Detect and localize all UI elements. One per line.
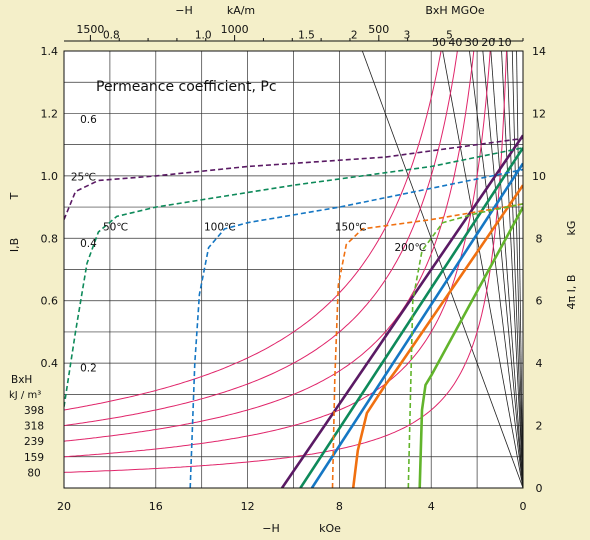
bh-mgoe-tick: 30	[465, 36, 479, 49]
series-group	[331, 184, 523, 488]
normal-curve	[418, 206, 523, 488]
y-left-tick-label: 1.0	[41, 170, 59, 183]
series-group	[407, 203, 523, 488]
normal-curve	[310, 162, 523, 488]
top-axis-label-unit: kA/m	[227, 4, 255, 17]
y-right-tick-label: 6	[536, 295, 543, 308]
bh-mgoe-tick: 40	[448, 36, 462, 49]
plot-frame	[63, 35, 524, 489]
permeance-label: 0.8	[103, 30, 120, 42]
bh-mgoe-label: BxH MGOe	[425, 4, 484, 17]
permeance-line	[501, 51, 523, 488]
permeance-label: 0.6	[80, 114, 97, 126]
y-right-tick-label: 14	[532, 45, 546, 58]
normal-curve	[280, 134, 523, 488]
top-axis-label-sign: −H	[175, 4, 193, 17]
series-group	[64, 134, 523, 488]
intrinsic-curve	[331, 203, 523, 488]
bh-mgoe-tick: 20	[481, 36, 495, 49]
y-right-tick-label: 4	[536, 357, 543, 370]
permeance-line	[490, 51, 523, 488]
axis-labels: 0.2 0.4 0.6 0.8 1.0 1.5 2 3 5 25℃ 50℃ 100℃ 150℃ 200℃ 2…	[8, 4, 578, 535]
temperature-label: 200℃	[394, 242, 426, 254]
bh-kj-label: BxH	[11, 374, 32, 386]
y-right-tick-label: 8	[536, 232, 543, 245]
y-right-unit: kG	[565, 221, 578, 236]
bh-kj-tick: 318	[24, 421, 44, 433]
permeance-label: 3	[404, 30, 411, 42]
x-axis-label-unit: kOe	[319, 522, 341, 535]
permeance-label: 0.4	[80, 238, 97, 250]
temperature-curves	[64, 134, 523, 488]
intrinsic-curve	[64, 147, 523, 407]
top-tick-label: 500	[368, 23, 389, 36]
permeance-line	[442, 51, 523, 488]
energy-product-curve	[64, 51, 458, 427]
y-left-tick-label: 0.4	[41, 357, 59, 370]
y-left-tick-label: 1.2	[41, 107, 59, 120]
grid	[63, 50, 524, 489]
x-tick-label: 12	[241, 500, 255, 513]
permeance-label: 0.2	[80, 363, 97, 375]
bh-mgoe-tick: 10	[498, 36, 512, 49]
intrinsic-curve	[407, 203, 523, 488]
bh-kj-unit: kJ / m³	[9, 390, 41, 401]
y-left-unit: T	[8, 192, 21, 200]
y-left-tick-label: 1.4	[41, 45, 59, 58]
bh-kj-tick: 239	[24, 436, 44, 448]
x-tick-label: 16	[149, 500, 163, 513]
energy-product-curve	[64, 51, 508, 473]
permeance-label: 5	[446, 30, 453, 42]
x-axis-label-sign: −H	[262, 522, 280, 535]
y-right-axis-label: 4π I, B	[565, 275, 578, 310]
temperature-label: 150℃	[335, 221, 367, 233]
temperature-label: 25℃	[71, 172, 96, 184]
energy-product-curve	[64, 51, 491, 458]
y-left-tick-label: 0.8	[41, 232, 59, 245]
y-right-tick-label: 10	[532, 170, 546, 183]
top-tick-label: 1000	[221, 23, 249, 36]
top-tick-label: 1500	[76, 23, 104, 36]
y-right-tick-label: 2	[536, 420, 543, 433]
y-left-tick-label: 0.6	[41, 295, 59, 308]
permeance-label: 1.0	[195, 30, 212, 42]
y-right-tick-label: 12	[532, 107, 546, 120]
normal-curve	[351, 184, 523, 488]
permeance-label: 1.5	[298, 30, 315, 42]
temperature-label: 100℃	[204, 221, 236, 233]
permeance-line	[516, 51, 523, 488]
x-tick-label: 20	[57, 500, 71, 513]
energy-product-curve	[64, 51, 442, 411]
permeance-line	[469, 51, 523, 488]
x-tick-label: 8	[336, 500, 343, 513]
bh-kj-tick: 159	[24, 452, 44, 464]
permeance-line	[511, 51, 523, 488]
bh-mgoe-tick: 50	[432, 36, 446, 49]
temperature-label: 50℃	[103, 221, 128, 233]
permeance-label: 2	[351, 30, 358, 42]
intrinsic-curve	[64, 137, 523, 220]
x-tick-label: 4	[428, 500, 435, 513]
y-right-tick-label: 0	[536, 482, 543, 495]
plot-border	[63, 50, 524, 489]
y-left-axis-label: I,B	[8, 238, 21, 252]
permeance-line	[482, 51, 523, 488]
permeance-annotation: Permeance coefficient, Pc	[96, 79, 277, 95]
bh-kj-tick: 398	[24, 405, 44, 417]
permeance-line	[506, 51, 523, 488]
intrinsic-curve	[189, 168, 523, 488]
x-tick-label: 0	[520, 500, 527, 513]
bh-kj-tick: 80	[27, 467, 40, 479]
series-group	[189, 162, 523, 488]
